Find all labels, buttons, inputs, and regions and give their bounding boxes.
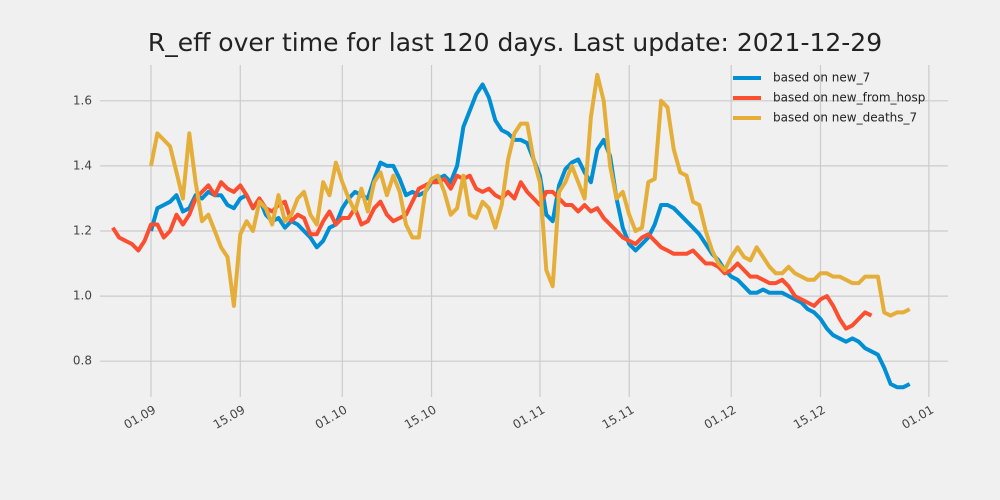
x-tick-label: 01.12 (702, 403, 739, 432)
data-line (149, 72, 911, 318)
chart-title: R_eff over time for last 120 days. Last … (148, 28, 882, 57)
y-tick-label: 1.0 (73, 289, 92, 303)
x-tick-label: 15.12 (791, 403, 828, 432)
x-tick-label: 01.10 (313, 403, 350, 432)
x-tick-label: 15.11 (600, 403, 637, 432)
data-line (111, 173, 873, 331)
legend-label: based on new_7 (773, 71, 870, 85)
legend-label: based on new_from_hosp (773, 91, 925, 105)
x-tick-label: 01.09 (122, 403, 159, 432)
x-tick-label: 01.01 (899, 403, 936, 432)
x-tick-label: 15.10 (402, 403, 439, 432)
y-tick-label: 1.2 (73, 224, 92, 238)
x-tick-label: 15.09 (211, 403, 248, 432)
y-tick-label: 1.6 (73, 93, 92, 107)
y-tick-label: 0.8 (73, 354, 92, 368)
y-tick-label: 1.4 (73, 158, 92, 172)
legend-label: based on new_deaths_7 (773, 111, 917, 125)
x-tick-label: 01.11 (510, 403, 547, 432)
